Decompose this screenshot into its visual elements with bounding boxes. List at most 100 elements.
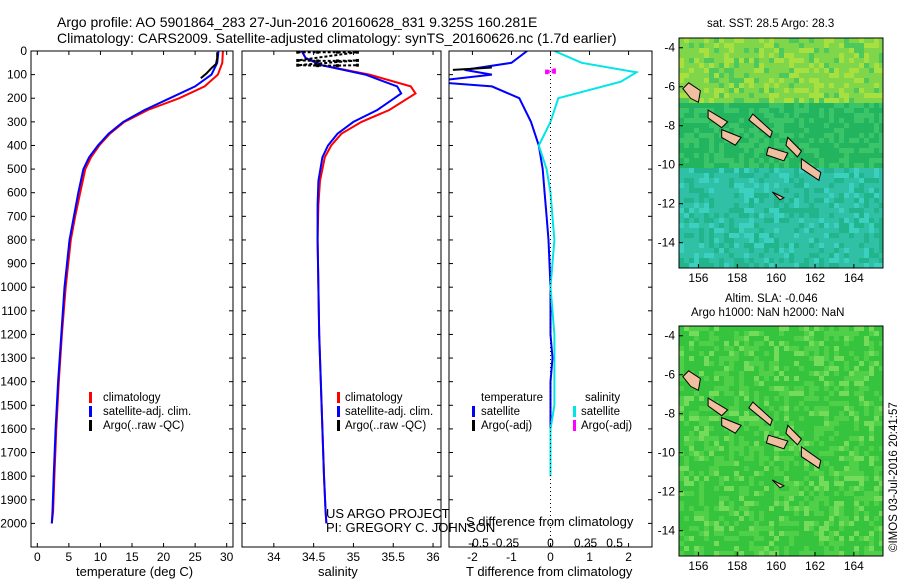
map-cell [799, 233, 804, 238]
map-cell [714, 441, 719, 446]
depth-tick-label: 1200 [0, 327, 27, 341]
map-cell [729, 401, 734, 406]
map-cell [839, 58, 844, 63]
map-cell [854, 138, 859, 143]
map-cell [684, 113, 689, 118]
map-cell [819, 198, 824, 203]
map-cell [809, 551, 814, 556]
map-cell [864, 243, 869, 248]
map-cell [699, 381, 704, 386]
sal-legend-satellite: satellite-adj. clim. [345, 406, 434, 418]
map-cell [789, 63, 794, 68]
map-cell [789, 88, 794, 93]
map-cell [684, 218, 689, 223]
map-cell [704, 198, 709, 203]
map-cell [849, 406, 854, 411]
map-cell [834, 436, 839, 441]
map-cell [764, 78, 769, 83]
map-cell [849, 233, 854, 238]
map-cell [759, 401, 764, 406]
map-cell [819, 466, 824, 471]
map-cell [854, 476, 859, 481]
map-cell [784, 506, 789, 511]
map-cell [779, 541, 784, 546]
map-cell [694, 456, 699, 461]
map-cell [714, 223, 719, 228]
map-cell [879, 391, 883, 396]
map-cell [789, 361, 794, 366]
map-cell [859, 391, 864, 396]
map-cell [814, 258, 819, 263]
temp-legend-swatch-argo [89, 420, 92, 431]
map-cell [749, 546, 754, 551]
map-cell [829, 48, 834, 53]
map-cell [729, 536, 734, 541]
map-cell [699, 263, 704, 268]
map-cell [819, 491, 824, 496]
map-cell [714, 531, 719, 536]
map-cell [864, 511, 869, 516]
map-cell [779, 546, 784, 551]
map-cell [874, 426, 879, 431]
map-cell [819, 496, 824, 501]
map-cell [874, 396, 879, 401]
map-cell [849, 148, 854, 153]
map-cell [749, 228, 754, 233]
map-cell [689, 223, 694, 228]
map-cell [764, 73, 769, 78]
map-cell [874, 371, 879, 376]
map-cell [774, 421, 779, 426]
map-cell [689, 183, 694, 188]
map-cell [869, 118, 874, 123]
map-cell [809, 108, 814, 113]
map-cell [819, 93, 824, 98]
map-cell [699, 128, 704, 133]
map-cell [679, 53, 684, 58]
map-cell [744, 356, 749, 361]
map-cell [829, 421, 834, 426]
map-cell [704, 73, 709, 78]
map-cell [694, 436, 699, 441]
map-cell [819, 243, 824, 248]
map-cell [864, 506, 869, 511]
map-cell [834, 511, 839, 516]
map-cell [804, 526, 809, 531]
map-cell [829, 401, 834, 406]
map-cell [724, 531, 729, 536]
map-cell [824, 143, 829, 148]
map-cell [689, 401, 694, 406]
map-cell [734, 258, 739, 263]
map-cell [784, 123, 789, 128]
map-cell [769, 168, 774, 173]
map-cell [804, 203, 809, 208]
map-cell [689, 386, 694, 391]
map-cell [844, 73, 849, 78]
map-cell [804, 521, 809, 526]
map-cell [849, 361, 854, 366]
map-cell [829, 208, 834, 213]
depth-tick-label: 1600 [0, 422, 27, 436]
map-cell [679, 456, 684, 461]
map-cell [844, 248, 849, 253]
map-cell [834, 223, 839, 228]
map-cell [704, 456, 709, 461]
map-cell [679, 233, 684, 238]
map-cell [754, 148, 759, 153]
map-cell [774, 461, 779, 466]
map-cell [744, 366, 749, 371]
map-cell [814, 178, 819, 183]
map-cell [804, 371, 809, 376]
salinity-xtick-label: 34.5 [302, 550, 326, 564]
map-cell [749, 396, 754, 401]
map-cell [709, 376, 714, 381]
map-cell [689, 163, 694, 168]
map-cell [864, 48, 869, 53]
map-cell [839, 496, 844, 501]
map-cell [749, 451, 754, 456]
map-cell [774, 58, 779, 63]
map-cell [709, 466, 714, 471]
map-cell [869, 381, 874, 386]
map-cell [794, 43, 799, 48]
map-cell [844, 113, 849, 118]
map-cell [804, 153, 809, 158]
